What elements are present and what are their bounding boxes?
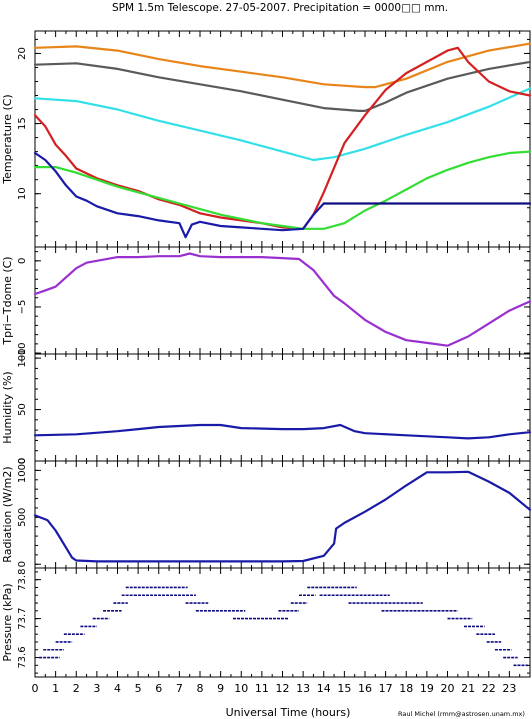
tpri-tdome-ylabel: Tpri−Tdome (C) bbox=[1, 256, 14, 345]
tpri-tdome-frame bbox=[34, 246, 531, 355]
humidity-series-blue bbox=[33, 423, 532, 440]
x-tick-label: 13 bbox=[296, 682, 310, 695]
humidity-frame bbox=[34, 353, 531, 462]
temperature-ylabel: Temperature (C) bbox=[1, 94, 14, 184]
temperature-ytick-label: 20 bbox=[17, 47, 28, 60]
pressure-ytick-label: 73.6 bbox=[17, 646, 28, 668]
temperature-series-orange bbox=[33, 42, 532, 89]
humidity-ytick-label: 50 bbox=[17, 403, 28, 416]
radiation-ytick-label: 1000 bbox=[17, 458, 28, 483]
tpri-tdome-ytick-label: 0 bbox=[17, 258, 28, 264]
x-tick-label: 19 bbox=[420, 682, 434, 695]
x-tick-label: 22 bbox=[482, 682, 496, 695]
x-tick-label: 21 bbox=[461, 682, 475, 695]
x-tick-label: 5 bbox=[135, 682, 142, 695]
temperature-ytick-label: 10 bbox=[17, 187, 28, 200]
radiation-frame bbox=[34, 460, 531, 569]
pressure-ytick-label: 73.8 bbox=[17, 569, 28, 591]
radiation-ytick-label: 500 bbox=[17, 508, 28, 527]
x-tick-label: 8 bbox=[197, 682, 204, 695]
temperature-series-gray bbox=[33, 60, 532, 112]
x-tick-label: 11 bbox=[255, 682, 269, 695]
humidity-ytick-label: 0 bbox=[17, 458, 28, 464]
x-tick-label: 16 bbox=[358, 682, 372, 695]
temperature-series-red bbox=[33, 46, 532, 230]
radiation-ytick-label: 0 bbox=[17, 561, 28, 567]
temperature-series-cyan bbox=[33, 87, 532, 162]
pressure-ytick-label: 73.7 bbox=[17, 607, 28, 629]
temperature-panel: 10 15 20 Temperature (C) bbox=[1, 30, 532, 248]
temperature-series-green bbox=[33, 150, 532, 230]
x-tick-label: 17 bbox=[379, 682, 393, 695]
x-axis-label: Universal Time (hours) bbox=[226, 706, 351, 719]
x-tick-label: 6 bbox=[155, 682, 162, 695]
tpri-tdome-ytick-label: −5 bbox=[17, 300, 28, 315]
x-tick-label: 18 bbox=[399, 682, 413, 695]
x-tick-label: 12 bbox=[276, 682, 290, 695]
x-tick-label: 4 bbox=[114, 682, 121, 695]
x-tick-label: 1 bbox=[52, 682, 59, 695]
x-tick-label: 3 bbox=[93, 682, 100, 695]
x-tick-label: 20 bbox=[441, 682, 455, 695]
humidity-ylabel: Humidity (%) bbox=[1, 371, 14, 443]
x-tick-label: 2 bbox=[73, 682, 80, 695]
radiation-series-blue bbox=[33, 470, 532, 563]
pressure-frame bbox=[34, 567, 531, 678]
chart-title: SPM 1.5m Telescope. 27-05-2007. Precipit… bbox=[112, 2, 448, 14]
temperature-ytick-label: 15 bbox=[17, 117, 28, 130]
x-tick-label: 15 bbox=[337, 682, 351, 695]
tpri-tdome-series-purple bbox=[33, 252, 532, 347]
x-tick-label: 14 bbox=[317, 682, 331, 695]
tpri-tdome-ytick-label: −10 bbox=[17, 343, 28, 364]
x-tick-label: 0 bbox=[32, 682, 39, 695]
radiation-ylabel: Radiation (W/m2) bbox=[1, 466, 14, 562]
temperature-frame bbox=[34, 30, 531, 248]
x-tick-label: 23 bbox=[502, 682, 516, 695]
x-tick-label: 9 bbox=[217, 682, 224, 695]
humidity-ytick-label: 100 bbox=[17, 349, 28, 368]
pressure-ylabel: Pressure (kPa) bbox=[1, 583, 14, 661]
x-tick-label: 7 bbox=[176, 682, 183, 695]
x-tick-label: 10 bbox=[234, 682, 248, 695]
temperature-series-blue bbox=[33, 151, 325, 239]
credit-text: Raul Michel (rmm@astrosen.unam.mx) bbox=[398, 710, 525, 718]
